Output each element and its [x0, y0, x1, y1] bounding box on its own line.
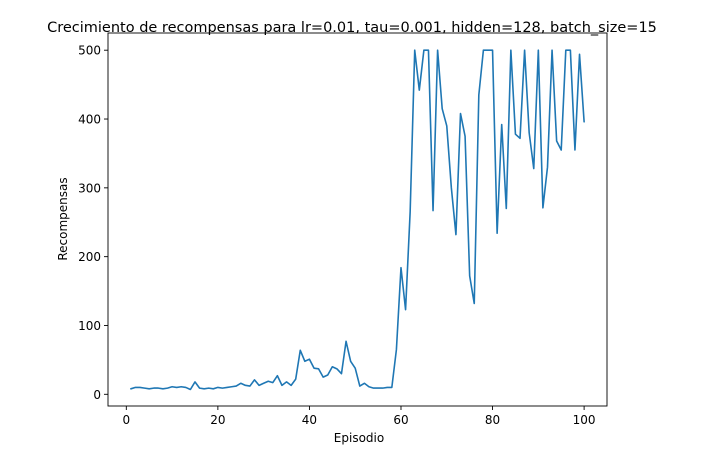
x-axis-label: Episodio	[334, 431, 384, 445]
chart-title: Crecimiento de recompensas para lr=0.01,…	[47, 20, 657, 36]
x-tick-label: 60	[393, 413, 408, 427]
y-tick-label: 200	[78, 250, 101, 264]
plot-frame	[107, 32, 608, 407]
series-line-1	[130, 49, 585, 391]
x-tick-label: 20	[210, 413, 225, 427]
y-tick-label: 300	[78, 181, 101, 195]
x-axis-ticks: 0 20 40 60 80 100	[122, 406, 596, 427]
plot-area	[107, 32, 608, 407]
x-tick-label: 80	[485, 413, 500, 427]
y-tick-label: 400	[78, 113, 101, 127]
y-tick-label: 100	[78, 319, 101, 333]
x-tick-label: 40	[302, 413, 317, 427]
x-tick-label: 0	[122, 413, 130, 427]
y-axis-label: Recompensas	[56, 177, 70, 260]
x-tick-label: 100	[573, 413, 596, 427]
y-tick-label: 0	[93, 388, 101, 402]
y-axis-ticks: 0 100 200 300 400 500	[78, 44, 108, 402]
y-tick-label: 500	[78, 44, 101, 58]
